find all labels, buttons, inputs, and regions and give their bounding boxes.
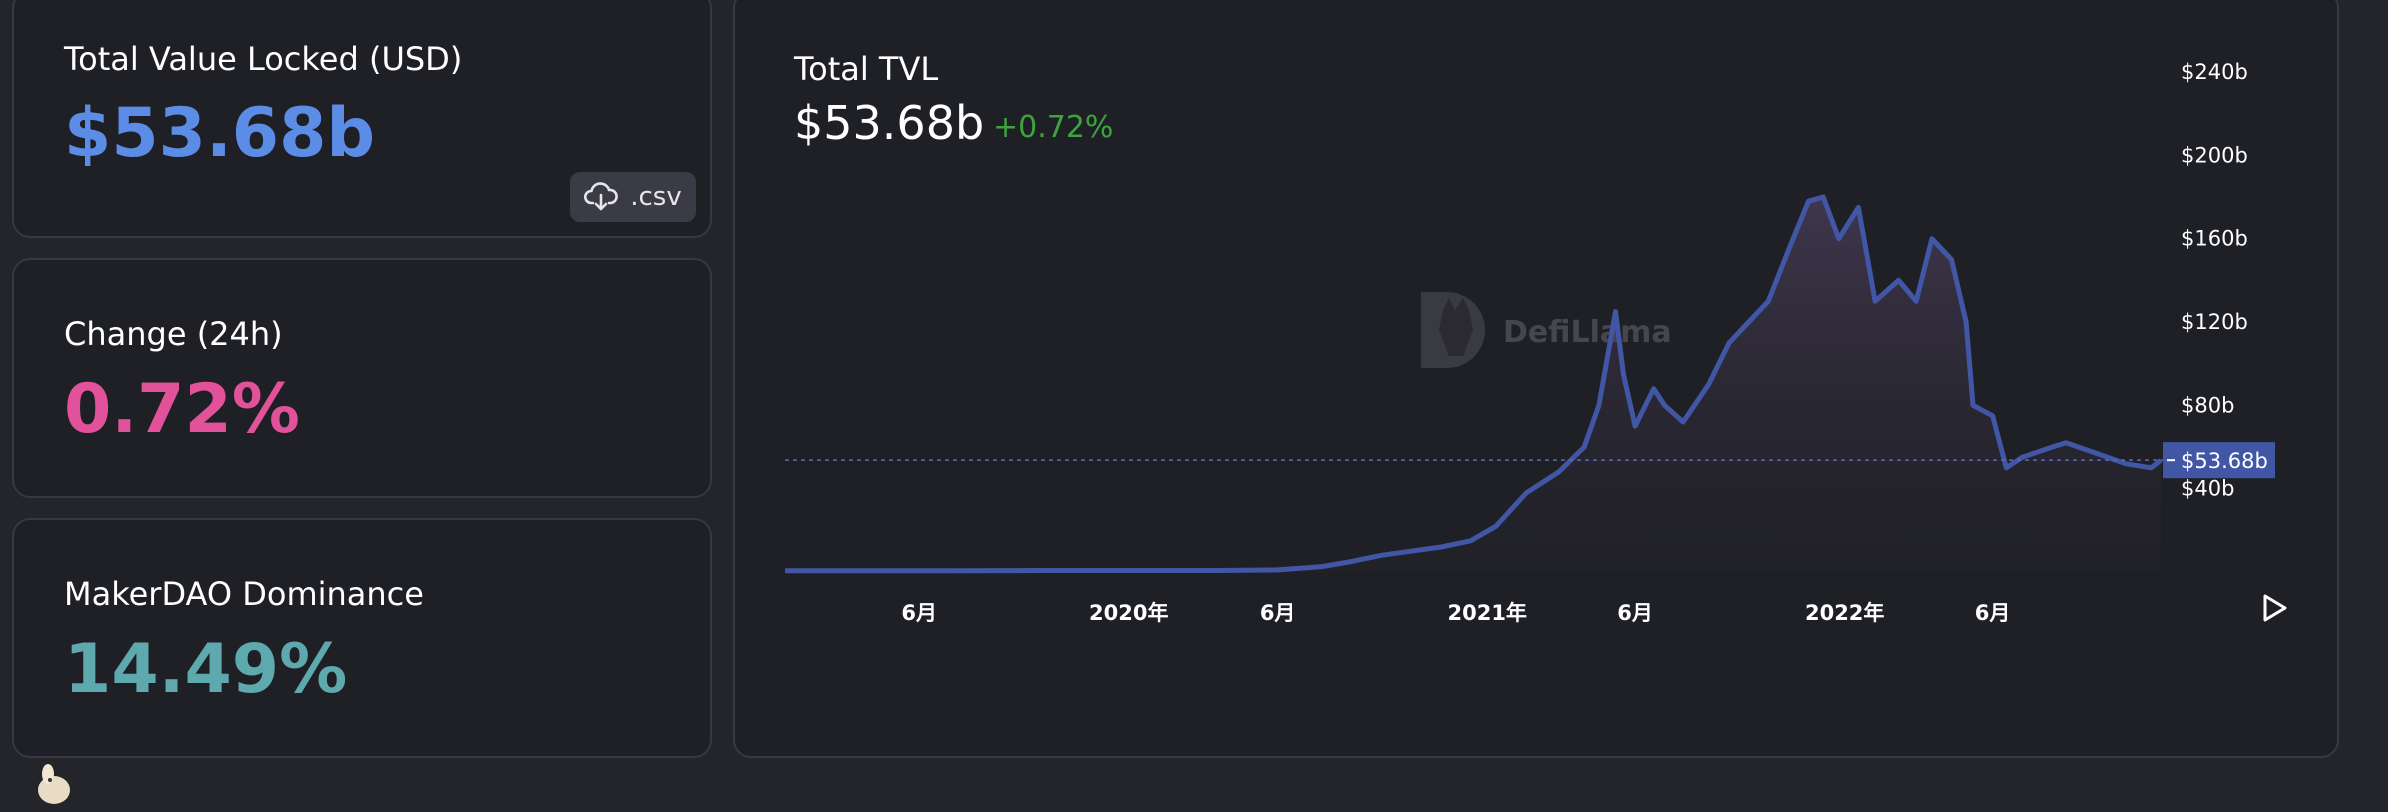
x-tick-label: 2021年 xyxy=(1447,601,1526,625)
y-tick-label: $80b xyxy=(2181,393,2234,417)
csv-label: .csv xyxy=(630,182,682,212)
tvl-area xyxy=(785,197,2161,572)
tvl-card: Total Value Locked (USD) $53.68b .csv xyxy=(12,0,712,238)
download-csv-button[interactable]: .csv xyxy=(570,172,696,222)
chart-change: +0.72% xyxy=(993,110,1114,145)
y-tick-label: $40b xyxy=(2181,477,2234,501)
tvl-line xyxy=(785,194,2163,574)
x-tick-label: 2022年 xyxy=(1805,601,1884,625)
tvl-chart-card: Total TVL $53.68b +0.72% DefiLlama $40b $… xyxy=(733,0,2339,758)
y-tick-label: $240b xyxy=(2181,60,2248,84)
tvl-label: Total Value Locked (USD) xyxy=(64,40,463,78)
change-card: Change (24h) 0.72% xyxy=(12,258,712,498)
x-tick-label: 6月 xyxy=(1260,601,1296,625)
current-value-label: $53.68b xyxy=(2181,449,2268,473)
tvl-chart[interactable]: DefiLlama $40b $80b $120b $160b $200b $240b 6… xyxy=(735,0,2341,760)
chart-title: Total TVL xyxy=(794,50,939,88)
llama-head-icon xyxy=(1439,298,1473,356)
dominance-label: MakerDAO Dominance xyxy=(64,575,424,613)
x-tick-label: 6月 xyxy=(1617,601,1653,625)
llama-mascot-icon xyxy=(30,760,78,808)
play-icon xyxy=(2263,594,2287,622)
x-tick-label: 6月 xyxy=(901,601,937,625)
y-tick-label: $120b xyxy=(2181,310,2248,334)
y-tick-label: $200b xyxy=(2181,143,2248,167)
chart-current-value: $53.68b xyxy=(794,96,985,150)
play-button[interactable] xyxy=(2255,588,2295,628)
cloud-download-icon xyxy=(584,182,619,211)
y-tick-label: $160b xyxy=(2181,227,2248,251)
dominance-value: 14.49% xyxy=(64,630,348,709)
change-value: 0.72% xyxy=(64,370,300,449)
x-tick-label: 6月 xyxy=(1975,601,2011,625)
dominance-card: MakerDAO Dominance 14.49% xyxy=(12,518,712,758)
change-label: Change (24h) xyxy=(64,315,283,353)
watermark-text: DefiLlama xyxy=(1503,315,1672,350)
current-value-badge xyxy=(2163,442,2275,479)
x-tick-label: 2020年 xyxy=(1089,601,1168,625)
defillama-watermark: DefiLlama xyxy=(1421,292,1672,368)
tvl-value: $53.68b xyxy=(64,94,376,173)
